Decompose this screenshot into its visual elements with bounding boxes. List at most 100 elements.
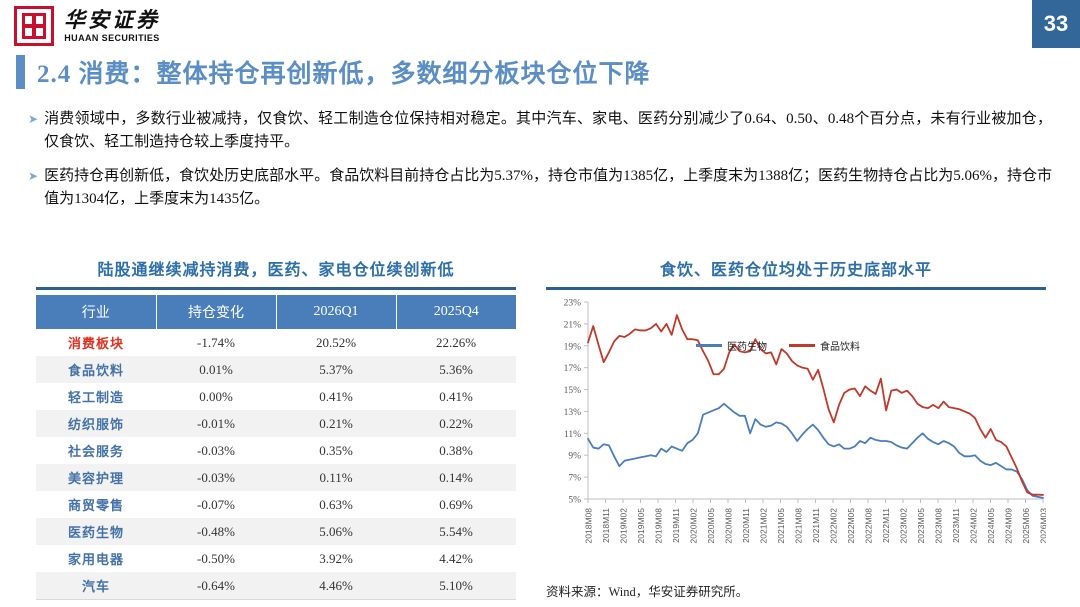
y-axis-tick-label: 7%	[568, 474, 581, 484]
table-row: 家用电器 -0.50% 3.92% 4.42%	[36, 545, 516, 572]
y-axis-tick-label: 11%	[564, 430, 581, 440]
line-chart: 医药生物 食品饮料 5% 7% 9% 11% 13% 15% 17% 19% 21% 23% 201…	[546, 294, 1046, 579]
column-header-2026q1: 2026Q1	[276, 295, 397, 329]
y-axis-tick-label: 15%	[564, 386, 582, 396]
chevron-right-icon: ➤	[28, 112, 39, 126]
cell-2025q4: 5.10%	[396, 572, 516, 600]
x-axis-tick-label: 2018M08	[584, 508, 594, 544]
table-row: 商贸零售 -0.07% 0.63% 0.69%	[36, 491, 516, 518]
table-row: 汽车 -0.64% 4.46% 5.10%	[36, 572, 516, 600]
cell-2026q1: 5.37%	[276, 356, 396, 383]
y-axis-tick-label: 17%	[564, 364, 582, 374]
title-accent-bar	[16, 55, 25, 89]
x-axis-tick-label: 2024M05	[986, 508, 996, 544]
list-item: ➤ 医药持仓再创新低，食饮处历史底部水平。食品饮料目前持仓占比为5.37%，持仓…	[28, 165, 1052, 212]
x-axis-tick-label: 2021M02	[759, 508, 769, 544]
x-axis-tick-label: 2019M11	[671, 508, 681, 543]
x-axis-tick-label: 2024M09	[1004, 508, 1014, 544]
cell-change: -0.64%	[156, 572, 276, 600]
x-axis-tick-label: 2021M08	[794, 508, 804, 544]
cell-change: -0.07%	[197, 496, 235, 512]
cell-2026q1: 0.35%	[319, 442, 353, 458]
list-item: ➤ 消费领域中，多数行业被减持，仅食饮、轻工制造仓位保持相对稳定。其中汽车、家电…	[28, 108, 1052, 155]
cell-change: 0.00%	[199, 388, 233, 404]
cell-2026q1: 4.46%	[276, 572, 396, 600]
x-axis-tick-label: 2022M08	[864, 508, 874, 544]
cell-change: -0.03%	[197, 442, 235, 458]
chart-svg: 5% 7% 9% 11% 13% 15% 17% 19% 21% 23% 2018M08 2018M1…	[564, 299, 1046, 544]
chart-series-food	[587, 314, 1044, 496]
x-axis-tick-label: 2022M02	[829, 508, 839, 544]
y-axis-tick-label: 9%	[568, 452, 581, 462]
cell-2025q4: 4.42%	[439, 550, 473, 566]
page-number-badge: 33	[1032, 0, 1080, 48]
y-axis-tick-label: 5%	[568, 496, 581, 506]
source-note: 资料来源：Wind，华安证券研究所。	[546, 585, 749, 599]
bullet-list: ➤ 消费领域中，多数行业被减持，仅食饮、轻工制造仓位保持相对稳定。其中汽车、家电…	[28, 108, 1052, 221]
cell-change: -0.50%	[197, 550, 235, 566]
cell-change: 0.01%	[156, 356, 276, 383]
x-axis-tick-label: 2021M05	[776, 508, 786, 544]
divider	[36, 287, 516, 290]
cell-2026q1: 3.92%	[319, 550, 353, 566]
x-axis-tick-label: 2019M05	[636, 508, 646, 544]
table-header-row: 行业 持仓变化 2026Q1 2025Q4	[36, 295, 516, 329]
legend-label: 食品饮料	[820, 342, 860, 353]
x-axis-tick-label: 2020M05	[706, 508, 716, 544]
x-axis-tick-label: 2023M05	[916, 508, 926, 544]
page-title-text: 2.4 消费：整体持仓再创新低，多数细分板块仓位下降	[37, 61, 651, 88]
holdings-table-panel: 陆股通继续减持消费，医药、家电仓位续创新低 行业 持仓变化 2026Q1 202…	[36, 256, 516, 607]
cell-2025q4: 0.69%	[439, 496, 473, 512]
x-axis-tick-label: 2021M11	[811, 508, 821, 543]
cell-2025q4: 22.26%	[435, 334, 477, 350]
cell-2026q1: 0.21%	[276, 410, 396, 437]
cell-industry: 医药生物	[36, 518, 156, 545]
page-title: 2.4 消费：整体持仓再创新低，多数细分板块仓位下降	[16, 54, 1016, 90]
cell-2026q1: 0.41%	[319, 388, 353, 404]
cell-2026q1: 0.63%	[319, 496, 353, 512]
cell-change: -0.01%	[156, 410, 276, 437]
cell-2026q1: 20.52%	[315, 334, 357, 350]
legend-swatch-icon	[696, 344, 722, 347]
bullet-text: 医药持仓再创新低，食饮处历史底部水平。食品饮料目前持仓占比为5.37%，持仓市值…	[44, 167, 1052, 207]
table-row: 美容护理 -0.03% 0.11% 0.14%	[36, 464, 516, 491]
cell-2025q4: 0.14%	[396, 464, 516, 491]
column-header-2025q4: 2025Q4	[396, 295, 516, 329]
cell-2025q4: 0.38%	[439, 442, 473, 458]
column-header-change: 持仓变化	[156, 295, 277, 329]
x-axis-tick-label: 2022M05	[846, 508, 856, 544]
table-row: 纺织服饰 -0.01% 0.21% 0.22%	[36, 410, 516, 437]
chart-caption: 食饮、医药仓位均处于历史底部水平	[659, 262, 932, 279]
table-body: 消费板块 -1.74% 20.52% 22.26% 食品饮料 0.01% 5.37% 5.36…	[36, 329, 516, 600]
cell-industry: 食品饮料	[36, 356, 156, 383]
cell-2025q4: 5.54%	[396, 518, 516, 545]
table-row: 社会服务 -0.03% 0.35% 0.38%	[36, 437, 516, 464]
legend-item-pharma: 医药生物	[696, 338, 767, 353]
cell-change: -0.03%	[156, 464, 276, 491]
cell-2025q4: 0.41%	[439, 388, 473, 404]
divider	[546, 287, 1046, 290]
table-row: 轻工制造 0.00% 0.41% 0.41%	[36, 383, 516, 410]
x-axis-tick-label: 2024M02	[969, 508, 979, 544]
x-axis-tick-label: 2023M08	[934, 508, 944, 544]
x-axis-tick-label: 2022M11	[881, 508, 891, 543]
bullet-text: 消费领域中，多数行业被减持，仅食饮、轻工制造仓位保持相对稳定。其中汽车、家电、医…	[44, 111, 1052, 151]
chevron-right-icon: ➤	[28, 168, 39, 183]
column-header-industry: 行业	[36, 295, 157, 329]
x-axis-tick-label: 2020M08	[724, 508, 734, 544]
brand-name-cn: 华安证券	[64, 7, 160, 32]
cell-industry: 社会服务	[67, 444, 124, 459]
cell-industry: 商贸零售	[67, 498, 124, 513]
positions-chart-panel: 食饮、医药仓位均处于历史底部水平 医药生物 食品饮料 5% 7% 9% 11% 13% 1…	[546, 256, 1046, 600]
cell-industry: 家用电器	[67, 552, 124, 567]
brand-logo: 华安证券 HUAAN SECURITIES	[14, 6, 160, 46]
cell-industry: 纺织服饰	[36, 410, 156, 437]
brand-logo-text: 华安证券 HUAAN SECURITIES	[64, 7, 160, 43]
y-axis-tick-label: 23%	[564, 299, 582, 309]
huaan-logo-icon	[14, 6, 54, 46]
cell-change: -0.48%	[156, 518, 276, 545]
x-axis-tick-label: 2019M02	[619, 508, 629, 544]
legend-item-food: 食品饮料	[789, 338, 860, 353]
x-axis-tick-label: 2020M02	[689, 508, 699, 544]
